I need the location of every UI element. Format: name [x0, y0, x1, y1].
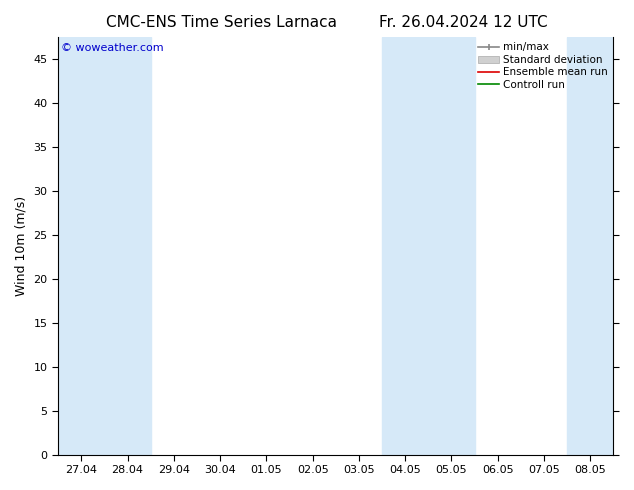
Text: Fr. 26.04.2024 12 UTC: Fr. 26.04.2024 12 UTC [378, 15, 547, 30]
Text: CMC-ENS Time Series Larnaca: CMC-ENS Time Series Larnaca [107, 15, 337, 30]
Bar [58, 37, 151, 455]
Bar [382, 37, 475, 455]
Text: © woweather.com: © woweather.com [61, 43, 164, 53]
Bar [567, 37, 614, 455]
Legend: min/max, Standard deviation, Ensemble mean run, Controll run: min/max, Standard deviation, Ensemble me… [476, 40, 611, 92]
Y-axis label: Wind 10m (m/s): Wind 10m (m/s) [15, 196, 28, 296]
